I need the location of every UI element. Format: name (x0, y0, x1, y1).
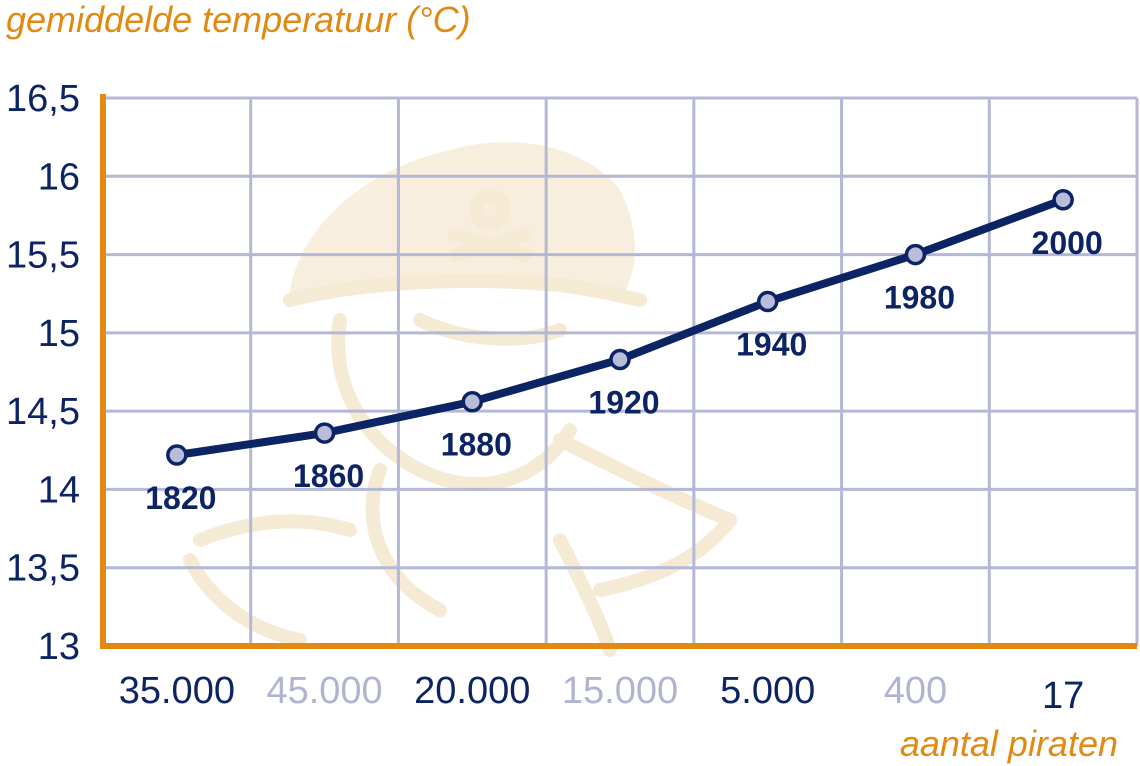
year-label: 1940 (736, 327, 807, 363)
y-axis-title: gemiddelde temperatuur (°C) (6, 0, 471, 40)
x-tick-label: 20.000 (414, 670, 530, 712)
year-label: 1820 (145, 480, 216, 516)
year-label: 1980 (884, 280, 955, 316)
year-label: 1920 (588, 384, 659, 420)
data-point (609, 348, 631, 371)
grid-lines (103, 96, 1139, 646)
data-point (313, 422, 336, 444)
axes (100, 94, 1137, 649)
y-tick-labels: 13 13,5 14 14,5 15 15,5 16 16,5 (6, 78, 80, 668)
year-label: 1860 (293, 458, 364, 494)
y-tick-label: 16 (38, 156, 80, 198)
x-tick-label: 45.000 (266, 670, 382, 712)
y-tick-label: 15 (38, 313, 80, 355)
y-tick-label: 13 (38, 626, 80, 668)
y-tick-label: 15,5 (6, 235, 80, 277)
data-point (166, 444, 188, 466)
x-tick-labels: 35.000 45.000 20.000 15.000 5.000 400 17 (119, 670, 1085, 717)
data-point (1052, 189, 1074, 211)
y-tick-label: 16,5 (6, 78, 80, 120)
data-point (904, 243, 927, 266)
y-tick-label: 13,5 (6, 548, 80, 590)
data-point (461, 390, 484, 413)
year-label: 1880 (441, 427, 512, 463)
x-tick-label: 17 (1042, 675, 1084, 717)
year-labels: 1820 1860 1880 1920 1940 1980 2000 (145, 225, 1102, 516)
y-tick-label: 14 (38, 469, 80, 511)
pirate-watermark (183, 142, 737, 657)
x-tick-label: 15.000 (562, 670, 678, 712)
year-label: 2000 (1032, 225, 1103, 261)
y-tick-label: 14,5 (6, 391, 80, 433)
data-markers (166, 189, 1074, 466)
data-point (756, 290, 779, 313)
x-tick-label: 400 (884, 670, 947, 712)
x-tick-label: 5.000 (720, 670, 815, 712)
x-tick-label: 35.000 (119, 670, 235, 712)
x-axis-title: aantal piraten (900, 723, 1118, 764)
